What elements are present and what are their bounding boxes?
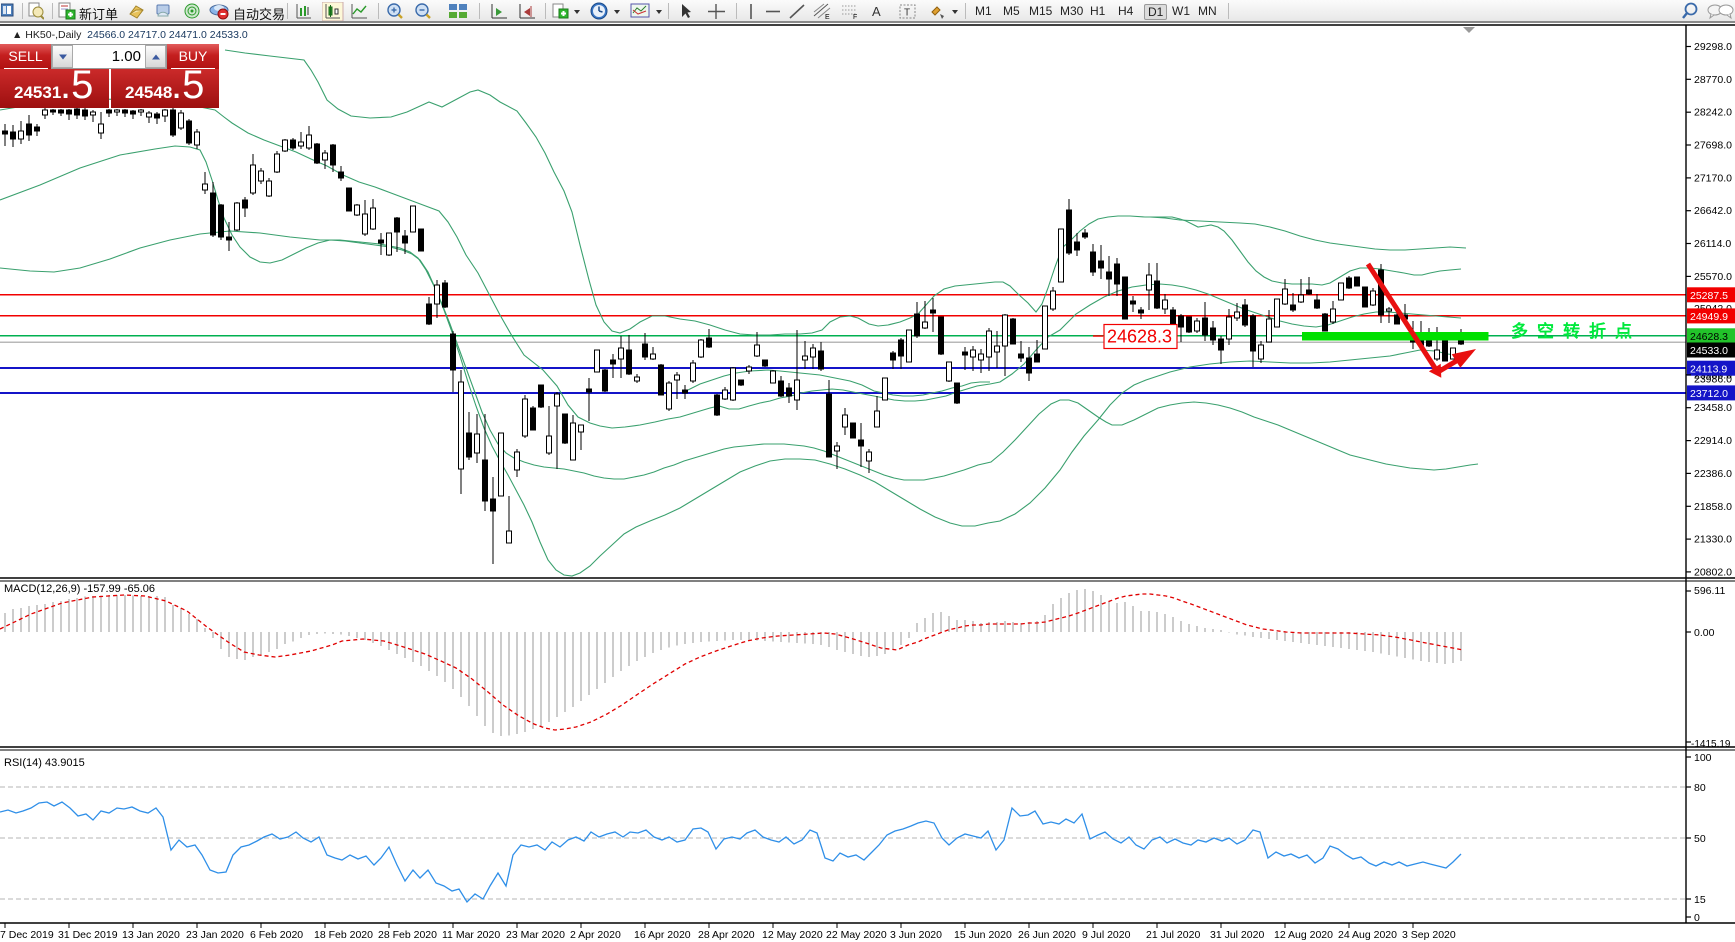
- svg-text:28 Feb 2020: 28 Feb 2020: [378, 929, 437, 941]
- svg-text:26 Jun 2020: 26 Jun 2020: [1018, 929, 1076, 941]
- svg-text:22 May 2020: 22 May 2020: [826, 929, 887, 941]
- svg-text:21 Jul 2020: 21 Jul 2020: [1146, 929, 1200, 941]
- svg-text:27170.0: 27170.0: [1694, 172, 1732, 184]
- svg-text:26642.0: 26642.0: [1694, 205, 1732, 217]
- svg-text:27698.0: 27698.0: [1694, 140, 1732, 152]
- svg-text:24 Aug 2020: 24 Aug 2020: [1338, 929, 1397, 941]
- svg-text:22914.0: 22914.0: [1694, 435, 1732, 447]
- svg-text:596.11: 596.11: [1694, 585, 1725, 597]
- svg-text:13 Jan 2020: 13 Jan 2020: [122, 929, 180, 941]
- svg-text:23458.0: 23458.0: [1694, 402, 1732, 414]
- svg-text:100: 100: [1694, 752, 1712, 764]
- svg-text:24113.9: 24113.9: [1690, 363, 1727, 375]
- svg-text:23 Jan 2020: 23 Jan 2020: [186, 929, 244, 941]
- svg-text:16 Apr 2020: 16 Apr 2020: [634, 929, 691, 941]
- svg-text:11 Mar 2020: 11 Mar 2020: [442, 929, 500, 941]
- svg-text:7 Dec 2019: 7 Dec 2019: [0, 929, 54, 941]
- svg-text:25570.0: 25570.0: [1694, 271, 1732, 283]
- svg-text:31 Dec 2019: 31 Dec 2019: [58, 929, 118, 941]
- svg-text:23986.0: 23986.0: [1694, 374, 1732, 386]
- svg-text:24628.3: 24628.3: [1107, 327, 1172, 347]
- svg-text:28770.0: 28770.0: [1694, 74, 1732, 86]
- svg-text:15 Jun 2020: 15 Jun 2020: [954, 929, 1012, 941]
- svg-text:24533.0: 24533.0: [1690, 345, 1728, 357]
- svg-text:21330.0: 21330.0: [1694, 534, 1732, 546]
- svg-text:-1415.19: -1415.19: [1691, 739, 1731, 750]
- svg-text:24949.9: 24949.9: [1690, 311, 1728, 323]
- svg-text:50: 50: [1694, 833, 1706, 845]
- svg-text:22386.0: 22386.0: [1694, 468, 1732, 480]
- svg-text:F: F: [853, 14, 857, 21]
- svg-text:12 Aug 2020: 12 Aug 2020: [1274, 929, 1333, 941]
- svg-text:21858.0: 21858.0: [1694, 501, 1732, 513]
- svg-text:3 Jun 2020: 3 Jun 2020: [890, 929, 942, 941]
- svg-text:E: E: [825, 14, 830, 21]
- svg-text:6 Feb 2020: 6 Feb 2020: [250, 929, 303, 941]
- svg-text:0: 0: [1694, 912, 1700, 924]
- svg-text:0.00: 0.00: [1694, 627, 1715, 639]
- svg-text:3 Sep 2020: 3 Sep 2020: [1402, 929, 1456, 941]
- svg-text:2 Apr 2020: 2 Apr 2020: [570, 929, 621, 941]
- svg-text:31 Jul 2020: 31 Jul 2020: [1210, 929, 1264, 941]
- svg-text:9 Jul 2020: 9 Jul 2020: [1082, 929, 1131, 941]
- svg-text:T: T: [904, 8, 910, 19]
- svg-text:26114.0: 26114.0: [1694, 238, 1731, 250]
- svg-text:RSI(14) 43.9015: RSI(14) 43.9015: [4, 757, 85, 769]
- svg-text:25287.5: 25287.5: [1690, 290, 1728, 302]
- svg-text:80: 80: [1694, 782, 1706, 794]
- svg-text:20802.0: 20802.0: [1694, 566, 1732, 578]
- svg-text:多空转折点: 多空转折点: [1511, 321, 1641, 341]
- svg-text:MACD(12,26,9) -157.99 -65.06: MACD(12,26,9) -157.99 -65.06: [4, 583, 155, 595]
- svg-text:12 May 2020: 12 May 2020: [762, 929, 823, 941]
- svg-text:15: 15: [1694, 894, 1706, 906]
- svg-text:23 Mar 2020: 23 Mar 2020: [506, 929, 565, 941]
- svg-text:23712.0: 23712.0: [1690, 388, 1728, 400]
- svg-text:24628.3: 24628.3: [1690, 331, 1728, 343]
- svg-text:18 Feb 2020: 18 Feb 2020: [314, 929, 373, 941]
- svg-text:28 Apr 2020: 28 Apr 2020: [698, 929, 755, 941]
- svg-text:29298.0: 29298.0: [1694, 41, 1732, 53]
- svg-text:28242.0: 28242.0: [1694, 107, 1732, 119]
